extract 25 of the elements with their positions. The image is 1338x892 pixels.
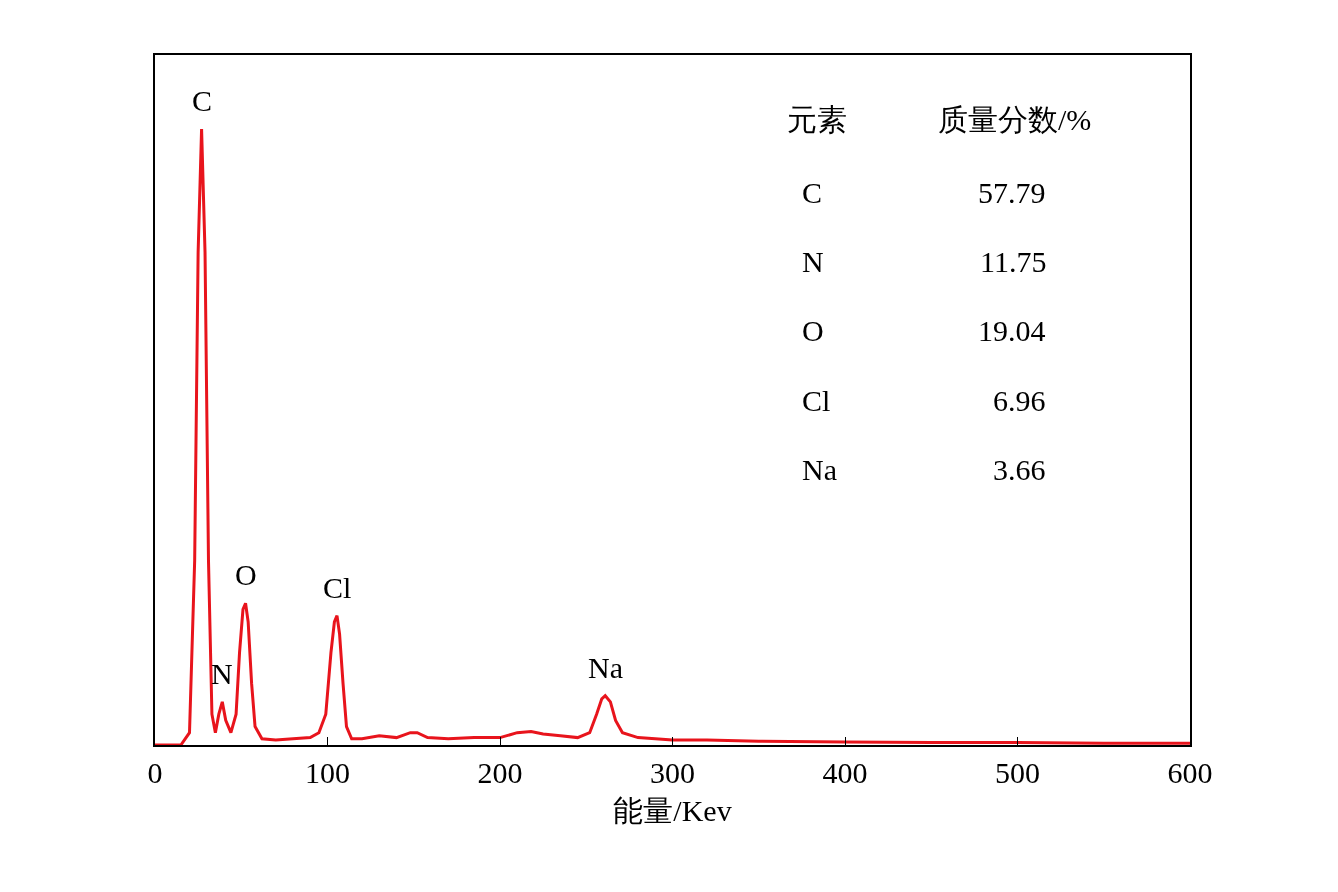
x-tick-label: 500 — [995, 756, 1040, 789]
annotation: 质量分数/% — [938, 103, 1092, 136]
x-tick-label: 100 — [305, 756, 350, 789]
x-tick-label: 400 — [822, 756, 868, 789]
annotation: 11.75 — [980, 245, 1047, 278]
annotation: Cl — [323, 571, 352, 604]
annotation: Na — [802, 453, 837, 486]
x-tick-label: 0 — [147, 756, 163, 789]
annotation: C — [192, 84, 213, 117]
annotation: Cl — [802, 384, 831, 417]
annotation: 3.66 — [993, 453, 1046, 486]
annotation: C — [802, 176, 823, 209]
x-tick-label: 300 — [650, 756, 695, 789]
x-tick-label: 600 — [1167, 756, 1213, 789]
annotation: N — [211, 657, 233, 690]
annotation: O — [802, 314, 824, 347]
annotation: Na — [588, 651, 623, 684]
annotation: 6.96 — [993, 384, 1046, 417]
annotation: O — [235, 558, 257, 591]
x-tick-label: 200 — [477, 756, 523, 789]
annotation: N — [802, 245, 824, 278]
annotation: 57.79 — [978, 176, 1046, 209]
x-axis-title: 能量/Kev — [613, 794, 732, 827]
annotation: 元素 — [787, 103, 847, 136]
annotation: 19.04 — [978, 314, 1046, 347]
